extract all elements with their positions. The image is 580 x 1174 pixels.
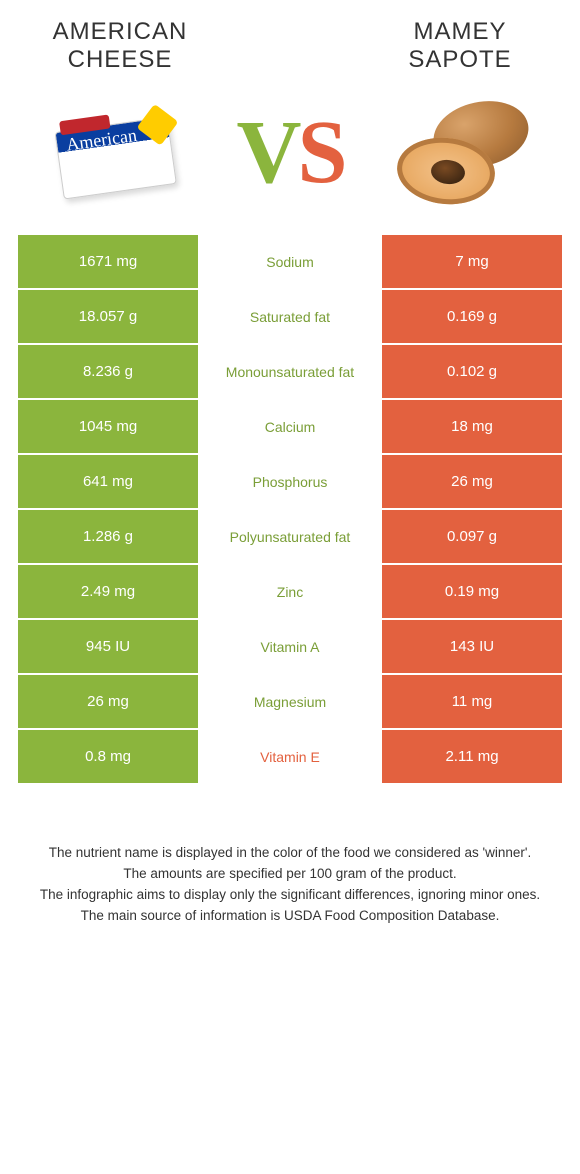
right-value: 143 IU — [382, 618, 562, 673]
right-value: 2.11 mg — [382, 728, 562, 783]
table-row: 0.8 mgVitamin E2.11 mg — [18, 728, 562, 783]
left-value: 1671 mg — [18, 233, 198, 288]
vs-label: VS — [236, 108, 343, 198]
nutrient-label: Magnesium — [198, 673, 382, 728]
right-food-image — [390, 93, 540, 213]
right-value: 0.102 g — [382, 343, 562, 398]
table-row: 641 mgPhosphorus26 mg — [18, 453, 562, 508]
right-value: 11 mg — [382, 673, 562, 728]
table-row: 1045 mgCalcium18 mg — [18, 398, 562, 453]
left-value: 945 IU — [18, 618, 198, 673]
images-row: American VS — [0, 83, 580, 233]
left-food-image: American — [40, 93, 190, 213]
left-value: 2.49 mg — [18, 563, 198, 618]
nutrient-label: Calcium — [198, 398, 382, 453]
nutrient-table: 1671 mgSodium7 mg18.057 gSaturated fat0.… — [18, 233, 562, 783]
left-value: 18.057 g — [18, 288, 198, 343]
nutrient-label: Zinc — [198, 563, 382, 618]
right-value: 0.169 g — [382, 288, 562, 343]
footnote-line: The nutrient name is displayed in the co… — [34, 843, 546, 864]
left-value: 0.8 mg — [18, 728, 198, 783]
nutrient-label: Vitamin A — [198, 618, 382, 673]
header: American cheese Mamey Sapote — [0, 0, 580, 83]
table-row: 18.057 gSaturated fat0.169 g — [18, 288, 562, 343]
footnote-line: The amounts are specified per 100 gram o… — [34, 864, 546, 885]
cheese-icon: American — [44, 100, 185, 207]
left-value: 1045 mg — [18, 398, 198, 453]
right-value: 26 mg — [382, 453, 562, 508]
table-row: 945 IUVitamin A143 IU — [18, 618, 562, 673]
nutrient-label: Monounsaturated fat — [198, 343, 382, 398]
vs-v: V — [236, 103, 297, 202]
right-food-title: Mamey Sapote — [380, 18, 540, 73]
right-value: 18 mg — [382, 398, 562, 453]
nutrient-label: Sodium — [198, 233, 382, 288]
left-value: 26 mg — [18, 673, 198, 728]
left-value: 8.236 g — [18, 343, 198, 398]
right-value: 7 mg — [382, 233, 562, 288]
table-row: 1671 mgSodium7 mg — [18, 233, 562, 288]
footnote-line: The main source of information is USDA F… — [34, 906, 546, 927]
nutrient-label: Saturated fat — [198, 288, 382, 343]
vs-s: S — [297, 103, 343, 202]
left-food-title: American cheese — [40, 18, 200, 73]
table-row: 1.286 gPolyunsaturated fat0.097 g — [18, 508, 562, 563]
left-value: 1.286 g — [18, 508, 198, 563]
table-row: 8.236 gMonounsaturated fat0.102 g — [18, 343, 562, 398]
footnote-line: The infographic aims to display only the… — [34, 885, 546, 906]
sapote-icon — [395, 98, 535, 208]
nutrient-label: Phosphorus — [198, 453, 382, 508]
right-value: 0.097 g — [382, 508, 562, 563]
table-row: 26 mgMagnesium11 mg — [18, 673, 562, 728]
nutrient-label: Polyunsaturated fat — [198, 508, 382, 563]
right-value: 0.19 mg — [382, 563, 562, 618]
left-value: 641 mg — [18, 453, 198, 508]
footnotes: The nutrient name is displayed in the co… — [0, 783, 580, 927]
nutrient-label: Vitamin E — [198, 728, 382, 783]
table-row: 2.49 mgZinc0.19 mg — [18, 563, 562, 618]
